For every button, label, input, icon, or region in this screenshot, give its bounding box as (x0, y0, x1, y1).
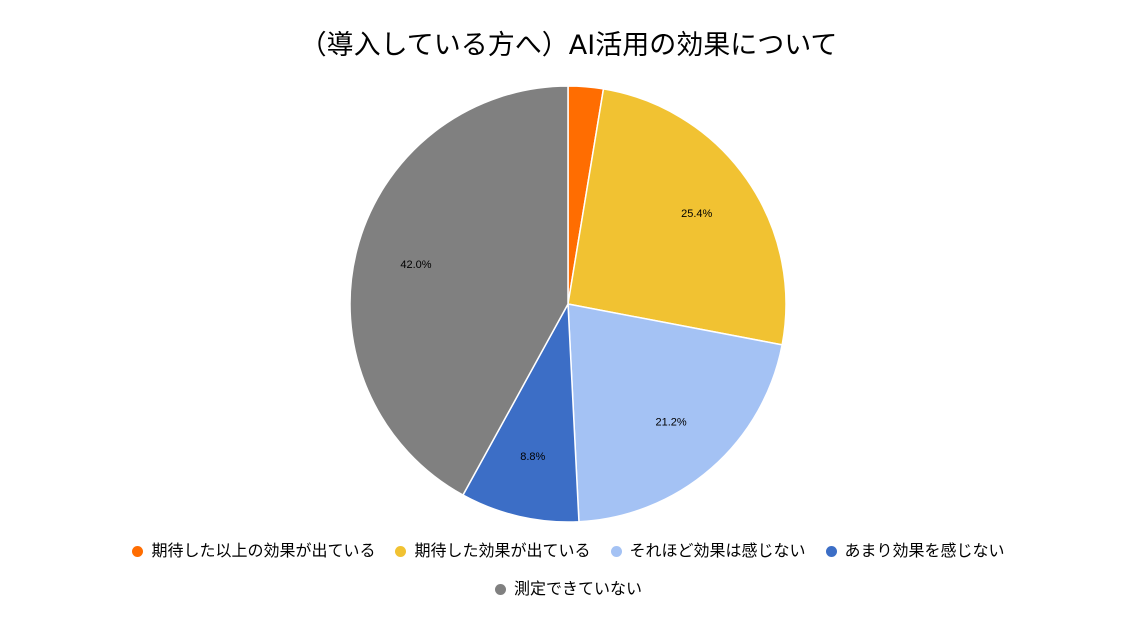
chart-title: （導入している方へ）AI活用の効果について (299, 30, 838, 61)
slice-data-label: 42.0% (400, 259, 431, 271)
pie-slice[interactable] (461, 301, 580, 523)
legend-marker (395, 545, 407, 557)
legend-label: 期待した効果が出ている (414, 541, 591, 560)
legend-marker (132, 545, 144, 557)
legend-item[interactable]: あまり効果を感じない (825, 540, 1005, 562)
pie-slice[interactable] (349, 85, 569, 497)
legend-item[interactable]: 測定できていない (494, 578, 642, 600)
slice-data-label: 25.4% (681, 208, 712, 220)
pie-chart: 25.4% 21.2% 8.8% 42.0% (349, 85, 787, 523)
legend: 期待した以上の効果が出ている 期待した効果が出ている それほど効果は感じない あ… (0, 540, 1137, 600)
legend-marker (825, 545, 837, 557)
legend-marker (494, 583, 506, 595)
pie-slice[interactable] (567, 303, 784, 523)
slice-data-label: 21.2% (655, 416, 686, 428)
slice-data-label: 8.8% (520, 451, 545, 463)
legend-item[interactable]: 期待した以上の効果が出ている (132, 540, 375, 562)
legend-label: あまり効果を感じない (844, 541, 1005, 560)
legend-label: それほど効果は感じない (629, 541, 806, 560)
legend-marker (610, 545, 622, 557)
legend-label: 測定できていない (513, 579, 642, 598)
legend-label: 期待した以上の効果が出ている (151, 541, 376, 560)
legend-item[interactable]: 期待した効果が出ている (395, 540, 591, 562)
pie-slice[interactable] (567, 88, 787, 346)
legend-item[interactable]: それほど効果は感じない (610, 540, 806, 562)
